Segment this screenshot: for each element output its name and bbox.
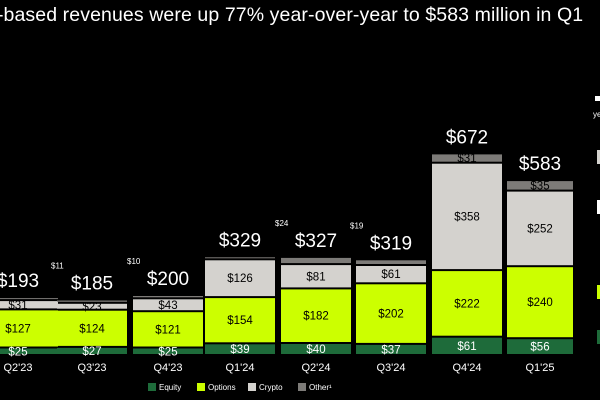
segment-label-2-1: $27 xyxy=(82,346,101,358)
total-label-8: $583 xyxy=(519,154,561,175)
bar-options-6 xyxy=(356,284,426,343)
legend-swatch-1 xyxy=(148,383,156,391)
x-tick-2: Q3'23 xyxy=(77,362,106,374)
bar-equity-3 xyxy=(133,348,203,354)
right-partial-text: ye xyxy=(593,110,600,119)
bar-crypto-7 xyxy=(432,163,502,270)
segment-label-1-2: $127 xyxy=(5,323,31,335)
legend-label-1: Equity xyxy=(159,383,181,392)
right-partial-swatch-4 xyxy=(597,330,600,344)
legend-label-3: Crypto xyxy=(259,383,283,392)
bar-options-5 xyxy=(281,289,351,342)
total-label-6: $319 xyxy=(370,233,412,254)
total-label-1: $193 xyxy=(0,271,39,292)
x-tick-3: Q4'23 xyxy=(153,362,182,374)
bar-other-7 xyxy=(432,154,502,162)
segment-label-7-4: $31 xyxy=(457,153,476,165)
bar-equity-7 xyxy=(432,337,502,354)
bar-crypto-2 xyxy=(57,303,127,309)
total-label-4: $329 xyxy=(219,230,261,251)
legend-swatch-4 xyxy=(298,383,306,391)
segment-label-4-2: $154 xyxy=(227,315,253,327)
bar-equity-6 xyxy=(356,344,426,354)
right-partial-swatch-1 xyxy=(597,150,600,164)
segment-label-1-3: $31 xyxy=(8,300,27,312)
segment-label-3-3: $43 xyxy=(158,300,177,312)
segment-label-8-1: $56 xyxy=(530,342,549,354)
right-partial-swatch-2 xyxy=(597,200,600,214)
segment-label-2-3: $23 xyxy=(82,301,101,313)
segment-label-7-1: $61 xyxy=(457,341,476,353)
bar-other-4 xyxy=(205,257,275,259)
segment-label-5-1: $40 xyxy=(306,344,325,356)
other-label-3: $10 xyxy=(127,257,141,266)
bar-equity-5 xyxy=(281,344,351,354)
x-tick-6: Q3'24 xyxy=(376,362,405,374)
total-label-3: $200 xyxy=(147,269,189,290)
segment-label-6-1: $37 xyxy=(381,344,400,356)
bar-options-4 xyxy=(205,298,275,343)
segment-label-8-4: $35 xyxy=(530,180,549,192)
segment-label-5-3: $81 xyxy=(306,271,325,283)
segment-label-6-2: $202 xyxy=(378,309,404,321)
total-label-7: $672 xyxy=(446,127,488,148)
segment-label-8-2: $240 xyxy=(527,297,553,309)
other-label-6: $19 xyxy=(350,221,364,230)
bar-other-5 xyxy=(281,257,351,264)
bar-equity-8 xyxy=(507,339,573,354)
x-tick-5: Q2'24 xyxy=(301,362,330,374)
bar-crypto-6 xyxy=(356,266,426,283)
segment-label-3-1: $25 xyxy=(158,346,177,358)
bar-other-1 xyxy=(0,298,58,300)
bar-other-2 xyxy=(57,300,127,302)
bar-equity-4 xyxy=(205,344,275,354)
chart-title: n-based revenues were up 77% year-over-y… xyxy=(0,4,584,26)
bar-options-1 xyxy=(0,310,58,347)
legend-label-2: Options xyxy=(208,383,236,392)
bar-options-7 xyxy=(432,271,502,336)
segment-label-3-2: $121 xyxy=(155,324,181,336)
bar-crypto-1 xyxy=(0,301,58,309)
segment-label-4-1: $39 xyxy=(230,344,249,356)
legend-swatch-2 xyxy=(197,383,205,391)
bar-options-8 xyxy=(507,267,573,338)
x-tick-1: Q2'23 xyxy=(3,362,32,374)
legend-label-4: Other¹ xyxy=(309,383,332,392)
legend-swatch-3 xyxy=(248,383,256,391)
segment-label-4-3: $126 xyxy=(227,273,253,285)
segment-label-7-3: $358 xyxy=(454,211,480,223)
segment-label-2-2: $124 xyxy=(79,323,105,335)
bar-other-8 xyxy=(507,181,573,190)
x-tick-4: Q1'24 xyxy=(225,362,254,374)
total-label-2: $185 xyxy=(71,274,113,295)
bar-crypto-5 xyxy=(281,265,351,288)
bar-crypto-4 xyxy=(205,260,275,297)
bar-options-2 xyxy=(57,310,127,346)
bar-crypto-8 xyxy=(507,191,573,266)
bar-other-3 xyxy=(133,296,203,298)
bar-equity-1 xyxy=(0,348,58,354)
bar-equity-2 xyxy=(57,347,127,354)
other-label-2: $11 xyxy=(51,262,64,271)
right-marker-square xyxy=(595,96,600,101)
bar-crypto-3 xyxy=(133,299,203,311)
bar-other-6 xyxy=(356,260,426,264)
bar-options-3 xyxy=(133,312,203,347)
total-label-5: $327 xyxy=(295,231,337,252)
segment-label-7-2: $222 xyxy=(454,298,480,310)
right-partial-swatch-3 xyxy=(597,285,600,299)
segment-label-6-3: $61 xyxy=(381,269,400,281)
x-tick-8: Q1'25 xyxy=(525,362,554,374)
segment-label-8-3: $252 xyxy=(527,223,553,235)
other-label-5: $24 xyxy=(275,219,289,228)
segment-label-5-2: $182 xyxy=(303,311,329,323)
segment-label-1-1: $25 xyxy=(8,346,27,358)
x-tick-7: Q4'24 xyxy=(452,362,481,374)
